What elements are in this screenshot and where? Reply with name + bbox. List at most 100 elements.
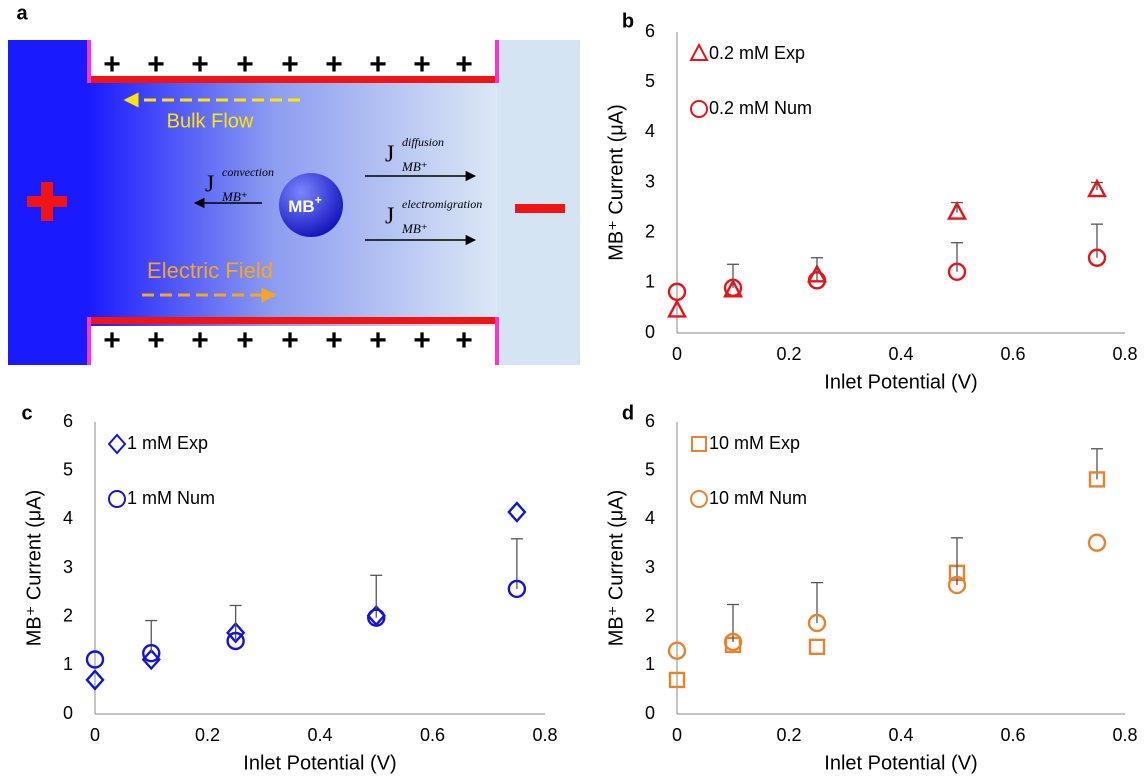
y-tick-label: 3 <box>645 557 655 577</box>
marker-circle <box>947 575 967 595</box>
surface-charge: + <box>281 48 299 81</box>
marker-circle <box>1087 533 1107 552</box>
y-axis-label: MB⁺ Current (μA) <box>605 104 627 261</box>
panel-label: c <box>21 402 32 424</box>
marker-diamond <box>226 621 246 644</box>
x-axis-label: Inlet Potential (V) <box>824 752 977 774</box>
y-tick-label: 0 <box>645 703 655 723</box>
marker-circle <box>723 278 743 298</box>
flux-subscript: MB⁺ <box>401 221 428 236</box>
x-tick-label: 0.2 <box>776 344 801 364</box>
legend-label: 0.2 mM Num <box>709 98 812 118</box>
y-axis-label: MB⁺ Current (μA) <box>23 490 45 647</box>
surface-charge: + <box>236 48 254 81</box>
y-tick-label: 2 <box>645 221 655 241</box>
surface-charge: + <box>147 48 165 81</box>
flux-superscript: convection <box>222 165 274 179</box>
marker-circle <box>367 608 386 627</box>
legend-symbol <box>690 100 708 118</box>
x-tick-label: 0 <box>672 725 682 745</box>
x-axis-label: Inlet Potential (V) <box>243 752 396 774</box>
x-tick-label: 0.4 <box>888 725 913 745</box>
y-tick-label: 0 <box>645 322 655 342</box>
bottom-channel-wall <box>88 317 498 324</box>
y-tick-label: 2 <box>645 605 655 625</box>
y-tick-label: 3 <box>63 557 73 577</box>
marker-circle <box>723 632 743 652</box>
ion-text: MB <box>288 197 314 216</box>
marker-triangle <box>947 201 967 220</box>
panel-label: b <box>622 10 634 32</box>
marker-triangle <box>1087 178 1107 198</box>
y-tick-label: 2 <box>63 605 73 625</box>
surface-charge: + <box>103 48 121 81</box>
legend-symbol <box>107 433 127 455</box>
y-tick-label: 6 <box>63 411 73 431</box>
legend-label: 10 mM Exp <box>709 433 800 453</box>
legend-symbol <box>690 490 708 508</box>
x-tick-label: 0 <box>90 725 100 745</box>
y-tick-label: 1 <box>645 272 655 292</box>
surface-charge: + <box>455 324 473 357</box>
chart: b 0 1 2 3 4 5 6 0 0.2 0.4 0.6 0.8 Inlet Potential (V)… <box>605 10 1137 393</box>
legend-symbol <box>108 490 126 508</box>
flux-subscript: MB⁺ <box>221 189 248 204</box>
legend-label: 10 mM Num <box>709 488 807 508</box>
surface-charge: + <box>325 48 343 81</box>
flux-symbol: J <box>385 204 394 230</box>
y-tick-label: 0 <box>63 703 73 723</box>
x-tick-label: 0.8 <box>532 725 557 745</box>
marker-square <box>1088 471 1106 488</box>
chart: c 0 1 2 3 4 5 6 0 0.2 0.4 0.6 0.8 Inlet Potential (V)… <box>21 402 557 774</box>
outlet-reservoir <box>497 40 580 365</box>
surface-charge: + <box>191 48 209 81</box>
panel-label: a <box>16 2 28 24</box>
marker-circle <box>667 641 687 660</box>
y-tick-label: 1 <box>63 654 73 674</box>
positive-electrode <box>41 182 53 221</box>
marker-diamond <box>507 501 527 523</box>
surface-charge: + <box>281 324 299 357</box>
surface-charge: + <box>455 48 473 81</box>
x-tick-label: 0.4 <box>307 725 332 745</box>
x-tick-label: 0.2 <box>195 725 220 745</box>
top-wall <box>88 40 498 76</box>
y-tick-label: 1 <box>645 654 655 674</box>
ion-label: MB+ <box>288 193 321 216</box>
electric-field-label: Electric Field <box>147 258 273 283</box>
x-tick-label: 0.4 <box>888 344 913 364</box>
flux-subscript: MB⁺ <box>401 159 428 174</box>
marker-circle <box>226 631 245 651</box>
marker-circle <box>807 271 827 290</box>
surface-charge: + <box>147 324 165 357</box>
x-tick-label: 0.6 <box>1000 725 1025 745</box>
marker-circle <box>85 650 105 669</box>
ion-sphere <box>279 173 343 237</box>
y-tick-label: 5 <box>645 459 655 479</box>
surface-charge: + <box>103 324 121 357</box>
legend-label: 1 mM Num <box>127 488 215 508</box>
surface-charge: + <box>413 48 431 81</box>
diagram: a Bulk Flow Electric Field MB+ +++++++++… <box>8 2 580 365</box>
x-tick-label: 0.8 <box>1112 725 1137 745</box>
y-tick-label: 5 <box>645 71 655 91</box>
y-tick-label: 6 <box>645 21 655 41</box>
legend-symbol <box>689 42 709 61</box>
marker-diamond <box>85 669 105 691</box>
x-tick-label: 0.6 <box>1000 344 1025 364</box>
top-channel-wall <box>88 76 498 83</box>
y-tick-label: 5 <box>63 459 73 479</box>
marker-circle <box>507 579 527 599</box>
legend-label: 1 mM Exp <box>127 433 208 453</box>
x-axis-label: Inlet Potential (V) <box>824 371 977 393</box>
marker-square <box>668 671 686 689</box>
marker-circle <box>807 613 827 633</box>
chart: d 0 1 2 3 4 5 6 0 0.2 0.4 0.6 0.8 Inlet Potential (V)… <box>605 402 1137 774</box>
surface-charge: + <box>413 324 431 357</box>
flux-superscript: electromigration <box>402 197 482 211</box>
ion-charge: + <box>315 193 322 207</box>
marker-circle <box>142 643 161 663</box>
surface-charge: + <box>325 324 343 357</box>
marker-diamond <box>141 648 161 671</box>
